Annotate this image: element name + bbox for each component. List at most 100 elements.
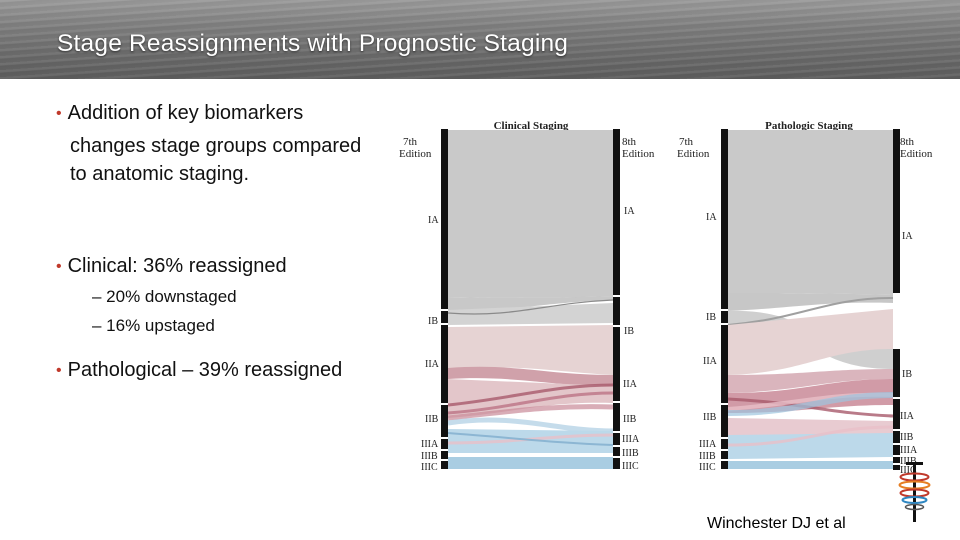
clinical-right-header-2: Edition xyxy=(622,148,655,160)
clinical-left-label-ib: IB xyxy=(428,316,438,327)
bullet-dot: • xyxy=(56,258,62,275)
clinical-right-node-iib xyxy=(613,403,620,431)
clinical-left-node-iib xyxy=(441,405,448,437)
clinical-left-label-iiib: IIIB xyxy=(421,451,438,462)
sub-bullet-upstaged: – 16% upstaged xyxy=(92,316,215,335)
bullet-biomarkers-line-2: changes stage groups compared xyxy=(70,135,362,157)
pathologic-left-node-ia xyxy=(721,129,728,309)
clinical-right-label-ib: IB xyxy=(624,326,634,337)
pathologic-left-label-ia: IA xyxy=(706,212,717,223)
bullet-clinical: • Clinical: 36% reassigned xyxy=(56,255,287,277)
flow-ia-ia xyxy=(448,130,613,298)
clinical-right-label-iib: IIB xyxy=(623,414,637,425)
clinical-left-node-iiib xyxy=(441,451,448,459)
clinical-left-label-iia: IIA xyxy=(425,359,440,370)
clinical-right-label-iiib: IIIB xyxy=(622,448,639,459)
clinical-left-label-iib: IIB xyxy=(425,414,439,425)
title-bar: Stage Reassignments with Prognostic Stag… xyxy=(0,0,960,79)
pathologic-left-label-iiic: IIIC xyxy=(699,462,716,473)
pathologic-right-node-iiib xyxy=(893,457,900,463)
clinical-left-label-iiia: IIIA xyxy=(421,439,439,450)
pathologic-left-node-iiia xyxy=(721,439,728,449)
flow-iiib xyxy=(447,432,614,446)
pathologic-right-node-iia xyxy=(893,399,900,429)
pathologic-left-label-iiib: IIIB xyxy=(699,451,716,462)
bullet-pathological: • Pathological – 39% reassigned xyxy=(56,359,343,381)
citation: Winchester DJ et al xyxy=(707,515,846,532)
flow-iia-iia xyxy=(448,325,613,375)
clinical-left-node-iia xyxy=(441,325,448,403)
pathologic-right-label-iia: IIA xyxy=(900,411,915,422)
bullet-dot: • xyxy=(56,362,62,379)
pathologic-left-node-iiic xyxy=(721,461,728,469)
slide-title: Stage Reassignments with Prognostic Stag… xyxy=(57,30,569,57)
society-logo-icon xyxy=(898,462,931,522)
path-flow-iiic xyxy=(728,461,893,469)
flow-iib-iiia xyxy=(447,417,614,434)
pathologic-left-label-iiia: IIIA xyxy=(699,439,717,450)
pathologic-left-node-iia xyxy=(721,325,728,403)
pathologic-sankey: Pathologic Staging 7th Edition 8th Editi… xyxy=(677,120,933,476)
clinical-right-node-iiib xyxy=(613,447,620,456)
pathologic-right-header-2: Edition xyxy=(900,148,933,160)
clinical-left-node-ib xyxy=(441,311,448,323)
bullet-dot: • xyxy=(56,105,62,122)
clinical-right-node-ia xyxy=(613,129,620,295)
flow-iib-iiia-band xyxy=(447,404,614,421)
clinical-left-node-iiic xyxy=(441,461,448,469)
path-flow-iia-iia xyxy=(728,309,893,375)
pathologic-right-label-iiia: IIIA xyxy=(900,445,918,456)
path-flow-ia-ib xyxy=(728,293,893,311)
clinical-right-node-ib xyxy=(613,297,620,325)
pathologic-left-label-iib: IIB xyxy=(703,412,717,423)
clinical-right-label-iiia: IIIA xyxy=(622,434,640,445)
clinical-left-node-ia xyxy=(441,129,448,309)
pathologic-left-header-1: 7th xyxy=(679,136,694,148)
clinical-left-header-2: Edition xyxy=(399,148,432,160)
path-flow-iib-iiia xyxy=(727,392,894,416)
pathologic-left-label-ib: IB xyxy=(706,312,716,323)
clinical-right-node-iiia xyxy=(613,433,620,445)
flow-iia-iib xyxy=(448,366,613,386)
pathologic-left-node-iiib xyxy=(721,451,728,459)
pathologic-right-node-ia xyxy=(893,129,900,293)
pathologic-right-node-ib xyxy=(893,349,900,397)
pathologic-right-header-1: 8th xyxy=(900,136,915,148)
path-flow-iib-iib-band xyxy=(727,397,894,418)
pathologic-right-node-iiia xyxy=(893,445,900,455)
flow-iiia-iib xyxy=(447,433,614,445)
bullet-biomarkers-line-3: to anatomic staging. xyxy=(70,163,249,185)
pathologic-right-label-ia: IA xyxy=(902,231,913,242)
path-flow-iii xyxy=(728,433,893,459)
pathologic-left-header-2: Edition xyxy=(677,148,710,160)
clinical-left-label-iiic: IIIC xyxy=(421,462,438,473)
pathologic-right-node-iiic xyxy=(893,465,900,470)
pathologic-left-label-iia: IIA xyxy=(703,356,718,367)
clinical-right-label-iia: IIA xyxy=(623,379,638,390)
flow-iib-iib-band-2 xyxy=(447,391,614,415)
flow-ib-ia-line xyxy=(447,299,614,315)
clinical-left-label-ia: IA xyxy=(428,215,439,226)
pathologic-left-node-iib xyxy=(721,405,728,437)
path-flow-ia-ia xyxy=(728,130,893,295)
pathologic-right-label-iiic: IIIC xyxy=(900,465,917,476)
pathologic-right-label-iib: IIB xyxy=(900,432,914,443)
clinical-sankey: Clinical Staging 7th Edition 8th Edition xyxy=(399,120,655,473)
path-flow-iiia-iib xyxy=(727,425,894,447)
clinical-right-node-iia xyxy=(613,327,620,401)
bullet-biomarkers: • Addition of key biomarkers xyxy=(56,102,304,124)
flow-iiic xyxy=(448,457,613,469)
clinical-right-node-iiic xyxy=(613,458,620,469)
pathologic-right-node-iib xyxy=(893,431,900,443)
pathologic-left-node-ib xyxy=(721,311,728,323)
flow-iii xyxy=(448,429,613,453)
path-flow-iia-ib xyxy=(728,369,893,393)
clinical-left-node-iiia xyxy=(441,439,448,449)
flow-ia-ib xyxy=(448,296,613,311)
path-flow-ib-ia-line xyxy=(727,297,894,326)
sub-bullet-downstaged: – 20% downstaged xyxy=(92,287,237,306)
pathologic-right-label-iiib: IIIB xyxy=(900,456,917,467)
clinical-title: Clinical Staging xyxy=(494,120,569,132)
clinical-left-header-1: 7th xyxy=(403,136,418,148)
pathologic-right-label-ib: IB xyxy=(902,369,912,380)
